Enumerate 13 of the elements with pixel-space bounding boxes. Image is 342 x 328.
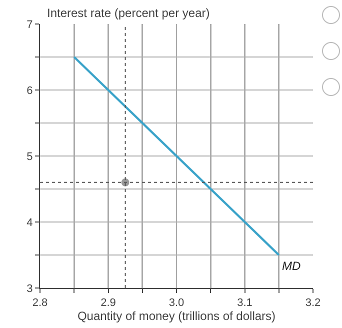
y-axis-title: Interest rate (percent per year)	[47, 6, 210, 20]
series-label: MD	[282, 259, 301, 273]
x-tick-label: 2.8	[32, 297, 48, 310]
y-tick-label: 5	[26, 150, 33, 163]
y-tick-label: 7	[26, 18, 33, 31]
x-tick-label: 3.0	[168, 297, 184, 310]
x-tick-label: 2.9	[100, 297, 116, 310]
y-tick-label: 3	[26, 282, 33, 295]
x-tick-label: 3.1	[237, 297, 252, 310]
y-tick-label: 6	[26, 84, 33, 97]
x-axis-title: Quantity of money (trillions of dollars)	[77, 309, 276, 324]
y-tick-label: 4	[26, 216, 33, 229]
x-tick-label: 3.2	[305, 297, 321, 310]
